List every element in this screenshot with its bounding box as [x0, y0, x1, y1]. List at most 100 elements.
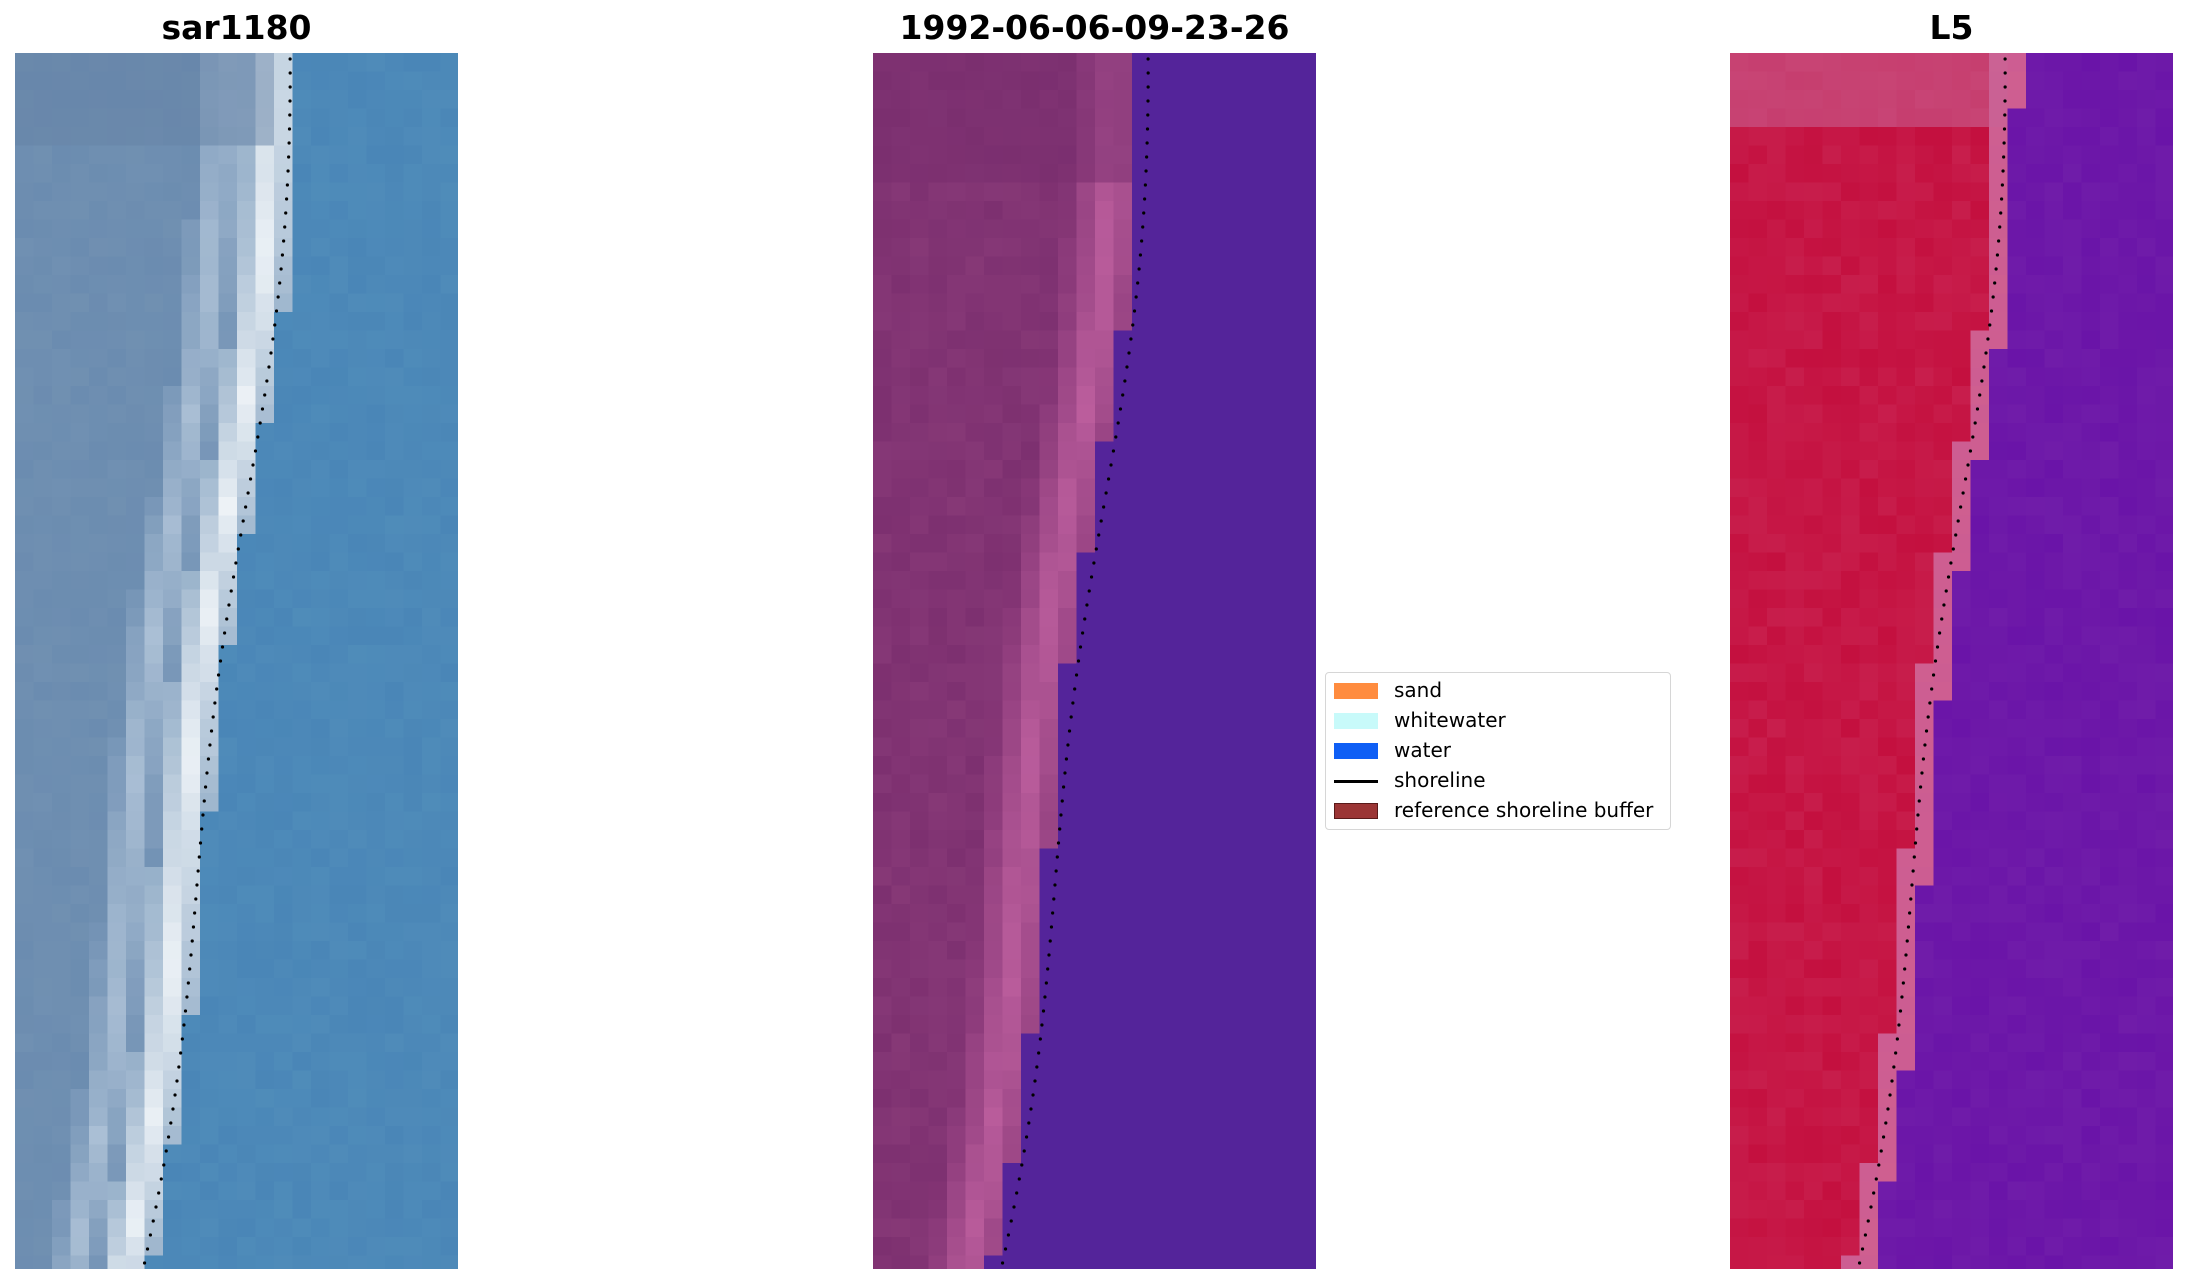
shoreline-dot — [1059, 813, 1063, 817]
shoreline-dot — [1869, 1205, 1873, 1209]
shoreline-dot — [1043, 995, 1047, 999]
shoreline-dot — [1040, 1023, 1044, 1027]
shoreline-dot — [1908, 911, 1912, 915]
shoreline-dot — [1129, 337, 1133, 341]
shoreline-dot — [1017, 1177, 1021, 1181]
shoreline-dot — [1918, 785, 1923, 789]
legend-label: water — [1394, 738, 1451, 762]
shoreline-dot — [202, 799, 206, 803]
shoreline-dot — [276, 295, 280, 299]
index-image-panel — [1730, 53, 2173, 1269]
legend-item-whitewater: whitewater — [1326, 706, 1670, 734]
legend-label: whitewater — [1394, 708, 1506, 732]
shoreline-dot — [179, 1051, 183, 1055]
shoreline-dot — [1888, 1093, 1892, 1097]
shoreline-dot — [185, 995, 189, 999]
shoreline-dot — [288, 99, 292, 103]
shoreline-dot — [279, 267, 283, 271]
shoreline-dot — [1066, 743, 1070, 747]
shoreline-dot — [1038, 1037, 1042, 1041]
shoreline-dot — [1881, 1135, 1886, 1139]
shoreline-dot — [154, 1205, 158, 1209]
shoreline-dot — [1146, 85, 1150, 89]
shoreline-dot — [287, 141, 291, 145]
shoreline-dot — [1145, 127, 1150, 131]
shoreline-dot — [180, 1037, 184, 1041]
shoreline-dot — [1058, 827, 1062, 831]
shoreline-dot — [1946, 575, 1951, 579]
shoreline-dot — [1923, 743, 1927, 747]
panel-title-1: sar1180 — [161, 8, 312, 47]
shoreline-dot — [273, 323, 277, 327]
shoreline-dot — [1986, 337, 1990, 341]
shoreline-dot — [1132, 309, 1137, 313]
shoreline-dot — [223, 631, 227, 635]
legend-item-reference-buffer: reference shoreline buffer — [1326, 796, 1670, 824]
shoreline-dot — [288, 57, 292, 61]
shoreline-dot — [1015, 1191, 1019, 1195]
shoreline-dot — [1938, 631, 1942, 635]
shoreline-dot — [2003, 57, 2007, 61]
shoreline-dot — [284, 211, 288, 215]
shoreline-dot — [1959, 505, 1963, 509]
shoreline-dot — [1886, 1107, 1890, 1111]
shoreline-dot — [1134, 295, 1138, 299]
shoreline-dot — [1123, 379, 1127, 383]
shoreline-dot — [1978, 393, 1982, 397]
shoreline-dot — [1146, 71, 1150, 75]
shoreline-dot — [1966, 463, 1970, 467]
shoreline-dot — [1980, 379, 1984, 383]
shoreline-dot — [1884, 1121, 1888, 1125]
shoreline-dot — [1074, 673, 1079, 677]
shoreline-dot — [171, 1107, 175, 1111]
shoreline-dot — [188, 967, 192, 971]
shoreline-dot — [218, 659, 223, 663]
shoreline-dot — [1895, 1037, 1899, 1041]
legend-item-water: water — [1326, 736, 1670, 764]
shoreline-dot — [1138, 253, 1143, 257]
shoreline-dot — [239, 533, 243, 537]
shoreline-dot — [287, 155, 291, 159]
shoreline-dot — [288, 113, 292, 117]
shoreline-dot — [278, 281, 282, 285]
shoreline-dot — [182, 1023, 186, 1027]
shoreline-dot — [1024, 1135, 1029, 1139]
shoreline-dot — [191, 925, 196, 929]
shoreline-dot — [1076, 659, 1081, 663]
shoreline-dot — [1963, 477, 1968, 481]
shoreline-dot — [251, 463, 255, 467]
shoreline-dot — [1975, 407, 1980, 411]
shoreline-dot — [1060, 799, 1064, 803]
shoreline-dot — [225, 617, 229, 621]
shoreline-dot — [200, 827, 204, 831]
shoreline-dot — [258, 421, 262, 425]
shoreline-dot — [1944, 589, 1948, 593]
shoreline-dot — [1860, 1247, 1865, 1251]
shoreline-dot — [1909, 897, 1913, 901]
shoreline-dot — [274, 309, 279, 313]
shoreline-dot — [1012, 1205, 1016, 1209]
shoreline-dot — [1053, 883, 1057, 887]
shoreline-dot — [285, 183, 289, 187]
shoreline-dot — [173, 1093, 177, 1097]
shoreline-dot — [1029, 1107, 1033, 1111]
shoreline-dot — [1901, 981, 1905, 985]
shoreline-dot — [1877, 1163, 1881, 1167]
shoreline-dot — [287, 127, 292, 131]
shoreline-dot — [1926, 715, 1930, 719]
shoreline-dot — [2002, 127, 2007, 131]
shoreline-dot — [1973, 421, 1977, 425]
shoreline-dot — [267, 365, 271, 369]
shoreline-dot — [1997, 239, 2001, 243]
shoreline-dot — [1906, 925, 1911, 929]
shoreline-dot — [236, 547, 240, 551]
shoreline-dot — [195, 883, 199, 887]
shoreline-dot — [1933, 659, 1938, 663]
classified-image-panel — [873, 53, 1316, 1269]
shoreline-dot — [1085, 603, 1089, 607]
shoreline-dot — [189, 953, 193, 957]
shoreline-dot — [2001, 169, 2005, 173]
shoreline-dot — [1037, 1051, 1041, 1055]
shoreline-dot — [1863, 1233, 1868, 1237]
shoreline-dot — [220, 645, 225, 649]
